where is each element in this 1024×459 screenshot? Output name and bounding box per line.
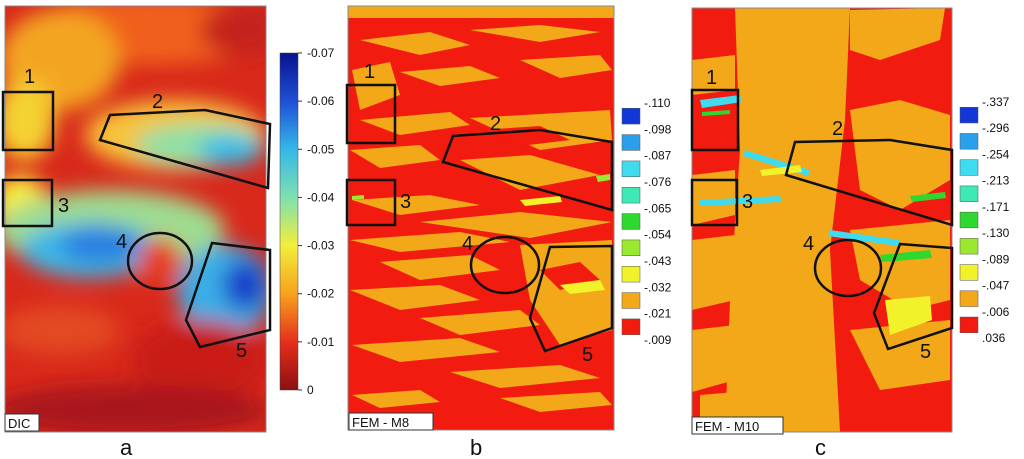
panel-b-colorbar-tick-label: -.076 (644, 175, 672, 189)
panel-c-colorbar-swatch (959, 238, 979, 255)
panel-c-region-4-label: 4 (803, 233, 814, 255)
panel-b-colorbar-swatch (621, 318, 641, 335)
panel-b-colorbar-swatch (621, 134, 641, 151)
panel-b-region-5-label: 5 (582, 344, 593, 366)
panel-c-region-5-label: 5 (920, 341, 931, 363)
panel-c-colorbar-tick-label: -.089 (982, 252, 1010, 266)
panel-a-colorbar-ticks: -0.07 -0.06 -0.05 -0.04 -0.03 -0.02 -0.01 0 (298, 46, 335, 397)
panel-c-colorbar-tick-label: -.047 (982, 279, 1010, 293)
panel-c-colorbar-swatch (959, 316, 979, 334)
panel-c-colorbar-tick-label: -.296 (982, 121, 1010, 135)
panel-a-colorbar-tick-label: -0.01 (307, 335, 335, 349)
panel-c-region-4-outline (813, 238, 883, 298)
panel-b-region-2-label: 2 (490, 113, 501, 135)
panel-b-colorbar-tick-label: -.065 (644, 201, 672, 215)
panel-a-region-2-outline (98, 108, 272, 190)
panel-a-region-4-outline (126, 231, 194, 291)
panel-b-region-3-outline (345, 178, 397, 227)
panel-c-region-2-outline (784, 138, 954, 227)
panel-b-colorbar-swatch (621, 187, 641, 204)
panel-c-colorbar-tick-label: -.337 (982, 95, 1010, 109)
panel-b-tag: FEM - M8 (352, 415, 409, 430)
panel-c-colorbar-tick-label: -.130 (982, 226, 1010, 240)
panel-b-colorbar-tick-label: -.054 (644, 228, 672, 242)
panel-b-colorbar-swatch (621, 160, 641, 177)
panel-c-region-1-outline (690, 88, 740, 152)
panel-c-colorbar-tick-label: -.006 (982, 305, 1010, 319)
panel-b-colorbar-tick-label: -.110 (644, 96, 671, 110)
panel-c-region-3-outline (690, 178, 739, 227)
panel-a-colorbar-tick-label: -0.04 (307, 190, 335, 204)
panel-c-colorbar-tick-label: -.171 (982, 200, 1010, 214)
panel-a-strain-map (5, 6, 266, 432)
panel-b-colorbar-tick-label: -.098 (644, 122, 672, 136)
panel-b-tag-box (348, 412, 434, 431)
panel-b-colorbar: -.110 -.098 -.087 -.076 -.065 -.054 -.043 -.032… (621, 96, 672, 347)
panel-b-region-2-outline (441, 128, 614, 212)
panel-b-region-3-label: 3 (400, 191, 411, 213)
panel-a-colorbar-tick-label: -0.07 (307, 46, 335, 60)
panel-c-colorbar-swatch (959, 185, 979, 202)
panel-a-region-5-outline (184, 241, 272, 349)
panel-b-letter: b (470, 435, 482, 459)
panel-b-region-1-label: 1 (364, 61, 375, 83)
panel-c-colorbar-tick-label: -.254 (982, 147, 1010, 161)
panel-a-letter: a (120, 435, 133, 459)
panel-b-region-1-outline (345, 83, 397, 145)
panel-a-dic: 1 2 3 4 5 DIC -0.07-0.06-0.05-0.04-0.03-… (1, 5, 335, 459)
panel-a-colorbar-tick-label: -0.06 (307, 94, 335, 108)
panel-a-region-3-label: 3 (58, 195, 69, 217)
panel-b-strain-map (348, 6, 614, 430)
panel-b-colorbar-swatch (621, 108, 641, 125)
panel-a-region-5-label: 5 (236, 340, 247, 362)
panel-c-colorbar-swatch (959, 264, 979, 281)
panel-c-tag-box (691, 416, 784, 435)
panel-c-colorbar: -.337 -.296 -.254 -.213 -.171 -.130 -.089 -.047… (959, 95, 1010, 345)
panel-b-fem-m8: 1 2 3 4 5 FEM - M8 -.110-.098-.087-.076-… (345, 5, 672, 459)
panel-b-colorbar-tick-label: -.032 (644, 280, 672, 294)
panel-c-region-5-outline (872, 242, 954, 351)
panel-c-letter: c (815, 435, 826, 459)
panel-c-strain-map (692, 8, 952, 432)
panel-c-colorbar-swatch (959, 106, 979, 124)
panel-b-colorbar-tick-label: -.009 (644, 333, 672, 347)
panel-b-colorbar-swatch (621, 292, 641, 309)
panel-b-region-5-outline (528, 244, 614, 353)
panel-c-colorbar-swatch (959, 211, 979, 229)
panel-c-colorbar-swatch (959, 133, 979, 150)
panel-c-region-2-label: 2 (832, 118, 843, 140)
panel-b-colorbar-swatch (621, 213, 641, 230)
panel-a-region-3-outline (1, 178, 54, 228)
panel-b-region-4-outline (469, 235, 541, 295)
panel-a-tag-box (4, 413, 40, 432)
panel-a-region-1-label: 1 (24, 66, 35, 88)
panel-a-colorbar (279, 52, 299, 391)
panel-a-colorbar-tick-label: -0.05 (307, 142, 335, 156)
panel-a-region-2-label: 2 (152, 91, 163, 113)
panel-b-colorbar-tick-label: -.043 (644, 254, 672, 268)
panel-a-region-1-outline (1, 90, 55, 152)
panel-c-colorbar-swatch (959, 290, 979, 307)
panel-b-colorbar-swatch (621, 266, 641, 283)
panel-b-colorbar-tick-label: -.087 (644, 149, 672, 163)
panel-c-colorbar-swatch (959, 159, 979, 176)
panel-b-colorbar-tick-label: -.021 (644, 307, 672, 321)
panel-a-colorbar-tick-label: 0 (307, 383, 314, 397)
panel-c-fem-m10: 1 2 3 4 5 FEM - M10 -.337 -.296 -.254 -.213… (690, 7, 1010, 459)
panel-b-region-4-label: 4 (462, 233, 473, 255)
panel-c-colorbar-tick-label: .036 (982, 331, 1006, 345)
panel-c-colorbar-tick-label: -.213 (982, 174, 1010, 188)
panel-b-colorbar-swatch (621, 239, 641, 256)
panel-c-tag: FEM - M10 (695, 419, 759, 434)
panel-a-colorbar-tick-label: -0.03 (307, 239, 335, 253)
panel-c-region-3-label: 3 (742, 191, 753, 213)
panel-a-tag: DIC (8, 416, 30, 431)
panel-c-region-1-label: 1 (706, 67, 717, 89)
panel-a-colorbar-tick-label: -0.02 (307, 287, 335, 301)
panel-a-region-4-label: 4 (116, 231, 127, 253)
